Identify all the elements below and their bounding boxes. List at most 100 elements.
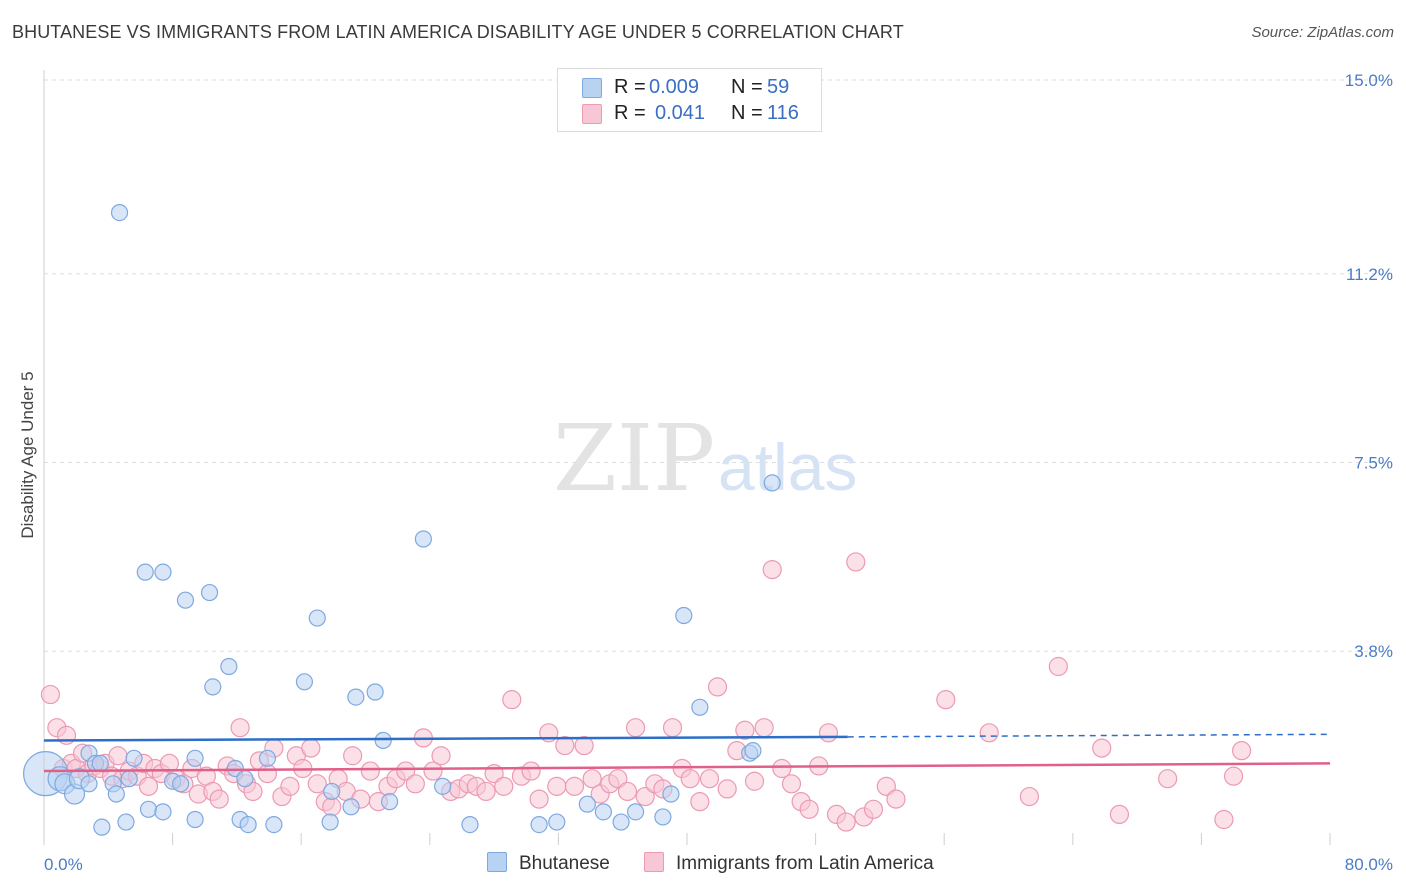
latin-america-point: [608, 769, 628, 789]
latin-america-point: [799, 799, 819, 819]
latin-america-point: [1214, 809, 1234, 830]
latin-america-point: [936, 690, 956, 710]
bhutanese-point: [200, 583, 219, 602]
bhutanese-point: [125, 749, 143, 767]
bhutanese-point: [308, 609, 326, 627]
legend-swatch-bhutanese: [582, 78, 602, 98]
bhutanese-point: [578, 795, 596, 813]
latin-america-point: [680, 769, 700, 789]
bhutanese-point: [675, 606, 693, 625]
bhutanese-point: [654, 808, 672, 826]
latin-america-point: [431, 746, 451, 766]
bhutanese-point: [530, 815, 548, 834]
bhutanese-point: [265, 815, 283, 834]
legend-n-label: N =: [731, 76, 763, 98]
latin-america-point: [625, 718, 646, 738]
bhutanese-point: [80, 775, 98, 793]
watermark: ZIP atlas: [553, 405, 857, 512]
bhutanese-point: [110, 204, 129, 222]
bottom-legend-label-latin: Immigrants from Latin America: [676, 853, 934, 874]
bhutanese-point: [744, 742, 762, 760]
latin-america-point: [307, 774, 327, 794]
latin-america-point: [257, 763, 278, 784]
legend-n-label: N =: [731, 102, 763, 124]
bhutanese-point: [117, 813, 135, 831]
x-tick-labels: 0.0% 80.0%: [44, 855, 1393, 874]
latin-america-point: [529, 789, 549, 809]
bottom-legend-latin: Immigrants from Latin America: [644, 852, 934, 878]
latin-america-point: [138, 776, 159, 796]
x-tick-label: 80.0%: [1345, 855, 1393, 874]
latin-america-point: [818, 723, 839, 743]
latin-america-point: [343, 746, 363, 766]
bhutanese-point: [139, 800, 158, 818]
bhutanese-point: [321, 813, 339, 831]
legend-r-label: R =: [614, 102, 646, 124]
bhutanese-points: [23, 204, 781, 836]
latin-america-point: [1231, 741, 1252, 761]
bhutanese-point: [136, 563, 154, 581]
correlation-legend: R = 0.009 N = 59 R = 0.041 N = 116: [557, 68, 822, 132]
legend-r-value: 0.009: [649, 76, 700, 98]
latin-america-point: [360, 761, 380, 781]
latin-america-trend-line: [43, 762, 1331, 773]
latin-america-point: [40, 684, 61, 705]
bhutanese-point: [461, 815, 479, 834]
watermark-atlas: atlas: [718, 430, 857, 504]
trend-lines: [43, 733, 1331, 773]
latin-america-point: [717, 779, 737, 799]
source-label: Source: ZipAtlas.com: [1251, 24, 1394, 41]
latin-america-point: [617, 781, 638, 802]
bhutanese-point: [366, 683, 384, 701]
latin-america-point: [243, 781, 263, 802]
legend-r-value: 0.041: [655, 102, 706, 124]
bhutanese-point: [295, 673, 314, 691]
latin-america-point: [547, 776, 567, 796]
bhutanese-point: [374, 731, 392, 750]
latin-america-point: [582, 769, 602, 789]
legend-n-value: 59: [767, 76, 790, 98]
chart-title: BHUTANESE VS IMMIGRANTS FROM LATIN AMERI…: [12, 22, 904, 42]
latin-america-point: [555, 735, 575, 756]
bhutanese-point: [626, 803, 645, 821]
latin-america-point: [1019, 786, 1039, 807]
bhutanese-point: [93, 818, 111, 836]
latin-america-point: [662, 718, 683, 738]
bhutanese-point: [612, 813, 630, 831]
latin-america-point: [1223, 766, 1244, 786]
latin-america-point: [886, 789, 906, 809]
latin-america-point: [1158, 769, 1178, 789]
legend-n-value: 116: [767, 102, 799, 124]
y-tick-label: 7.5%: [1354, 454, 1393, 473]
bhutanese-point: [414, 530, 432, 548]
y-tick-label: 3.8%: [1354, 642, 1393, 661]
legend-r-label: R =: [614, 76, 646, 98]
latin-america-point: [876, 776, 896, 796]
bhutanese-trend-line: [43, 735, 848, 742]
bhutanese-point: [91, 754, 109, 773]
bhutanese-point: [220, 657, 238, 676]
bhutanese-point: [107, 785, 125, 803]
latin-america-point: [301, 738, 321, 758]
latin-america-point: [521, 761, 541, 781]
latin-america-point: [744, 771, 765, 791]
bhutanese-point: [236, 770, 254, 788]
latin-america-point: [635, 786, 655, 807]
latin-america-point: [230, 718, 250, 738]
bottom-swatch-latin: [644, 852, 664, 872]
latin-america-point: [396, 761, 416, 781]
latin-america-point: [781, 774, 802, 794]
latin-america-point: [280, 776, 300, 796]
bhutanese-point: [347, 688, 365, 706]
bhutanese-point: [323, 782, 341, 801]
y-tick-label: 11.2%: [1346, 265, 1393, 284]
y-tick-label: 15.0%: [1345, 71, 1393, 90]
bhutanese-trend-extension: [847, 733, 1331, 738]
gridlines: [44, 79, 1390, 652]
latin-america-point: [735, 720, 755, 740]
latin-america-point: [754, 718, 774, 738]
x-tick-label: 0.0%: [44, 855, 83, 874]
latin-america-point: [209, 789, 229, 809]
latin-america-point: [502, 690, 522, 710]
